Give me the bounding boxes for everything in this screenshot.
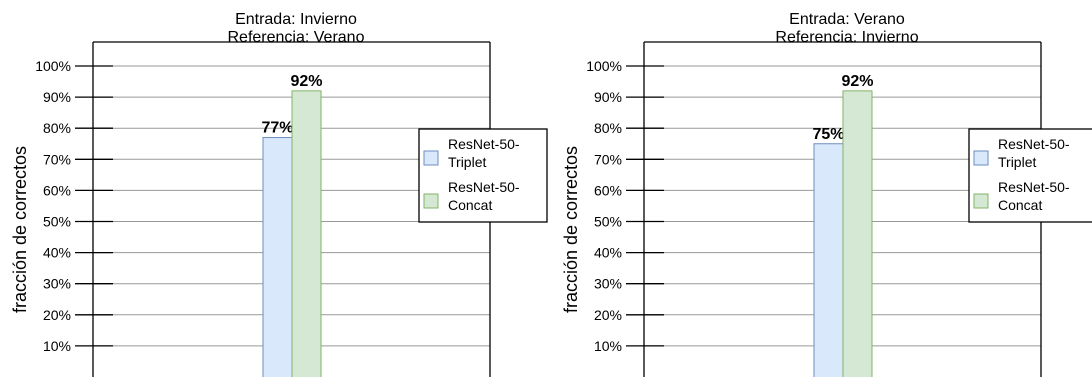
legend-label: Triplet	[998, 154, 1036, 170]
y-tick-label: 50%	[594, 214, 622, 230]
y-tick-label: 40%	[43, 245, 71, 261]
y-tick-label: 100%	[586, 58, 622, 74]
legend-label: Triplet	[448, 154, 486, 170]
bar-resnet-50-concat	[842, 90, 873, 377]
y-tick-label: 30%	[594, 276, 622, 292]
bar-resnet-50-triplet	[262, 137, 293, 377]
y-tick-label: 20%	[594, 307, 622, 323]
bar-resnet-50-concat	[291, 90, 322, 377]
legend-box	[418, 128, 548, 223]
legend-label: Concat	[998, 197, 1042, 213]
y-axis-label: fracción de correctos	[561, 146, 581, 313]
chart-title: Entrada: Verano	[789, 11, 905, 28]
y-tick-label: 90%	[43, 89, 71, 105]
y-tick-label: 10%	[43, 338, 71, 354]
y-tick-label: 80%	[594, 120, 622, 136]
legend-swatch	[423, 150, 439, 166]
y-tick-label: 90%	[594, 89, 622, 105]
legend-swatch	[973, 193, 989, 209]
y-tick-label: 30%	[43, 276, 71, 292]
y-tick-label: 70%	[594, 151, 622, 167]
legend-swatch	[973, 150, 989, 166]
bar-resnet-50-triplet	[813, 143, 844, 377]
legend-label: ResNet-50-	[448, 136, 520, 152]
legend-box	[968, 128, 1092, 223]
y-tick-label: 80%	[43, 120, 71, 136]
legend-label: Concat	[448, 197, 492, 213]
legend-label: ResNet-50-	[998, 179, 1070, 195]
legend-label: ResNet-50-	[998, 136, 1070, 152]
y-axis-label: fracción de correctos	[10, 146, 30, 313]
y-tick-label: 70%	[43, 151, 71, 167]
bar-value-label: 92%	[290, 73, 322, 90]
y-tick-label: 60%	[594, 182, 622, 198]
legend-label: ResNet-50-	[448, 179, 520, 195]
y-tick-label: 100%	[35, 58, 71, 74]
y-tick-label: 60%	[43, 182, 71, 198]
y-tick-label: 50%	[43, 214, 71, 230]
y-tick-label: 10%	[594, 338, 622, 354]
bar-value-label: 77%	[261, 120, 293, 137]
legend-swatch	[423, 193, 439, 209]
y-tick-label: 40%	[594, 245, 622, 261]
chart-subtitle: Referencia: Invierno	[775, 29, 918, 46]
bar-value-label: 92%	[841, 73, 873, 90]
bar-value-label: 75%	[812, 126, 844, 143]
chart-title: Entrada: Invierno	[235, 11, 357, 28]
legend: ResNet-50- Triplet ResNet-50- Concat	[418, 128, 548, 223]
chart-subtitle: Referencia: Verano	[228, 29, 365, 46]
legend: ResNet-50- Triplet ResNet-50- Concat	[968, 128, 1092, 223]
y-tick-label: 20%	[43, 307, 71, 323]
